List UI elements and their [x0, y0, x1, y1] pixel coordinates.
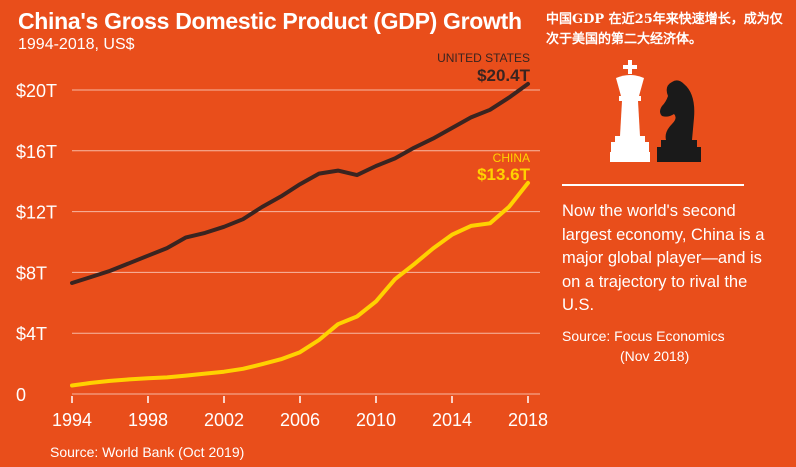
sidebar-divider [562, 184, 744, 186]
sidebar-text: Now the world's second largest economy, … [562, 202, 765, 314]
y-tick-label: $12T [16, 203, 57, 223]
x-tick-label: 1998 [128, 410, 168, 430]
y-tick-label: $16T [16, 142, 57, 162]
y-tick-label: $8T [16, 263, 47, 283]
x-tick-label: 2006 [280, 410, 320, 430]
us-series-name: UNITED STATES [437, 51, 530, 65]
sidebar-source-date: (Nov 2018) [620, 348, 690, 364]
sidebar-source-name: Source: Focus Economics [562, 328, 725, 344]
page-subtitle: 1994-2018, US$ [18, 36, 135, 53]
chess-king-icon [610, 60, 650, 162]
chess-pieces-illustration [606, 56, 702, 166]
x-tick-label: 2014 [432, 410, 472, 430]
page-title: China's Gross Domestic Product (GDP) Gro… [18, 8, 522, 34]
sidebar-source: Source: Focus Economics (Nov 2018) [562, 326, 752, 366]
chinese-caption: 中国GDP 在近25年来快速增长，成为仅次于美国的第二大经济体。 [546, 12, 783, 47]
x-tick-label: 2018 [508, 410, 548, 430]
x-tick-label: 1994 [52, 410, 92, 430]
y-tick-label: $4T [16, 324, 47, 344]
y-tick-label: 0 [16, 385, 26, 405]
chess-knight-icon [657, 80, 701, 162]
x-tick-label: 2010 [356, 410, 396, 430]
us-end-value: $20.4T [477, 66, 531, 85]
y-tick-label: $20T [16, 81, 57, 101]
x-tick-label: 2002 [204, 410, 244, 430]
china-end-value: $13.6T [477, 165, 531, 184]
china-series-name: CHINA [493, 151, 530, 165]
chart-source: Source: World Bank (Oct 2019) [50, 444, 245, 460]
us-gdp-line [70, 81, 530, 285]
china-gdp-line [70, 180, 530, 388]
